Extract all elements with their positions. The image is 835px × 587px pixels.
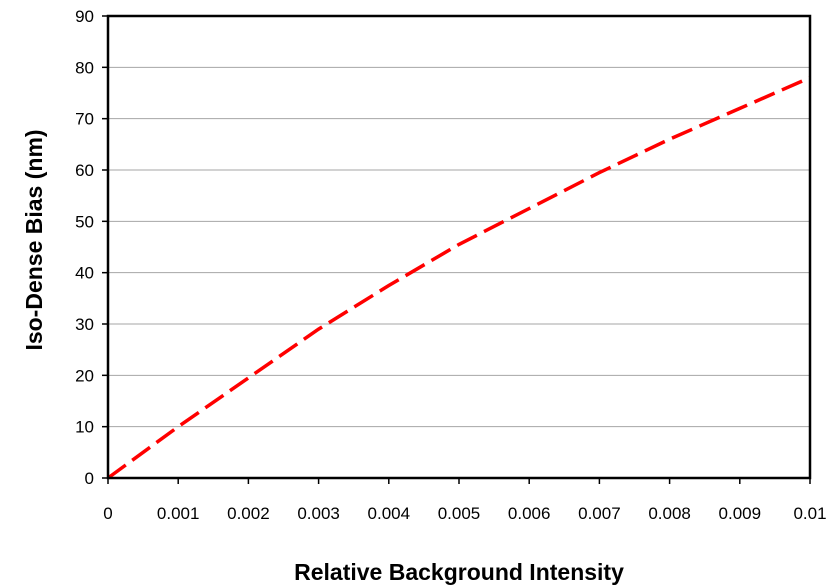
y-tick-label: 10 bbox=[75, 418, 94, 437]
x-tick-label: 0.003 bbox=[297, 504, 340, 523]
y-tick-label: 90 bbox=[75, 7, 94, 26]
x-tick-label: 0.006 bbox=[508, 504, 551, 523]
y-tick-label: 0 bbox=[85, 469, 94, 488]
gridlines bbox=[108, 66, 810, 428]
y-tick-label: 20 bbox=[75, 366, 94, 385]
series-layer bbox=[106, 75, 811, 480]
y-tick-label: 50 bbox=[75, 212, 94, 231]
x-tick-label: 0.008 bbox=[648, 504, 691, 523]
y-tick-label: 40 bbox=[75, 264, 94, 283]
plot-area-frame bbox=[106, 14, 812, 480]
y-axis-title: Iso-Dense Bias (nm) bbox=[21, 129, 47, 350]
x-tick-label: 0.009 bbox=[719, 504, 762, 523]
x-tick-label: 0 bbox=[103, 504, 112, 523]
x-axis-title: Relative Background Intensity bbox=[294, 559, 624, 585]
x-tick-label: 0.004 bbox=[368, 504, 411, 523]
x-tick-label: 0.005 bbox=[438, 504, 481, 523]
y-tick-label: 80 bbox=[75, 58, 94, 77]
axes bbox=[102, 14, 812, 484]
x-tick-label: 0.007 bbox=[578, 504, 621, 523]
y-tick-label: 30 bbox=[75, 315, 94, 334]
x-tick-label: 0.01 bbox=[793, 504, 826, 523]
x-tick-label: 0.001 bbox=[157, 504, 200, 523]
y-tick-label: 60 bbox=[75, 161, 94, 180]
x-tick-label: 0.002 bbox=[227, 504, 270, 523]
x-tick-labels: 0 0.001 0.002 0.003 0.004 0.005 0.006 0.007 0.00… bbox=[103, 504, 826, 523]
y-tick-label: 70 bbox=[75, 110, 94, 129]
series-line bbox=[106, 75, 811, 480]
y-tick-labels: 0 10 20 30 40 50 60 70 80 90 bbox=[75, 7, 94, 488]
